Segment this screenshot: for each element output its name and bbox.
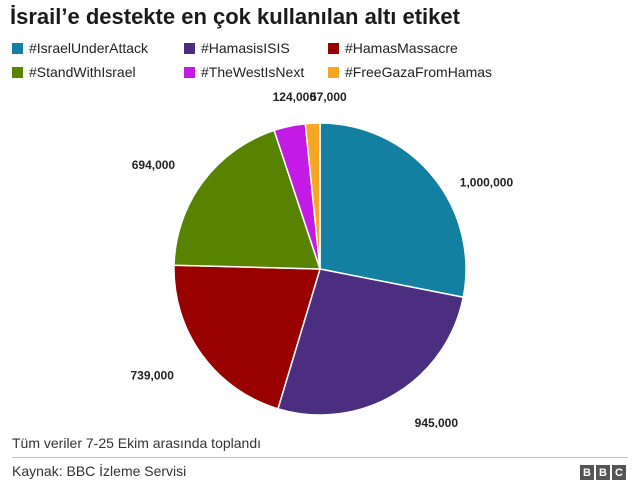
logo-letter: B (596, 465, 610, 480)
slice-hamasmassacre (173, 264, 322, 410)
logo-letter: B (580, 465, 594, 480)
chart-title: İsrail’e destekte en çok kullanılan altı… (10, 4, 460, 29)
slice-israelunderattack (319, 122, 467, 299)
data-label: 124,000 (273, 90, 317, 104)
data-label: 739,000 (130, 368, 174, 382)
divider (12, 457, 628, 458)
bbc-logo: B B C (580, 465, 626, 480)
legend: #IsraelUnderAttack #HamasisISIS #HamasMa… (12, 40, 632, 88)
data-label: 945,000 (415, 416, 459, 428)
data-label: 1,000,000 (460, 175, 514, 189)
legend-item-israelunderattack: #IsraelUnderAttack (12, 40, 148, 56)
slice-standwithisrael (173, 129, 322, 270)
footnote: Tüm veriler 7-25 Ekim arasında toplandı (12, 435, 261, 451)
legend-label: #IsraelUnderAttack (29, 40, 149, 56)
logo-letter: C (612, 465, 626, 480)
legend-item-standwithisrael: #StandWithIsrael (12, 64, 136, 80)
legend-item-hamasisisis: #HamasisISIS (184, 40, 290, 56)
legend-item-thewestisnext: #TheWestIsNext (184, 64, 304, 80)
legend-item-hamasmassacre: #HamasMassacre (328, 40, 458, 56)
slice-freegazafromhamas (304, 122, 321, 270)
legend-swatch (328, 42, 339, 54)
legend-swatch (184, 42, 195, 54)
legend-swatch (328, 66, 339, 78)
legend-label: #HamasMassacre (345, 40, 458, 56)
data-label: 694,000 (132, 158, 176, 172)
legend-label: #StandWithIsrael (29, 64, 136, 80)
pie-chart: 1,000,000 945,000 739,000 694,000 124,00057,… (130, 90, 514, 428)
data-label: 57,000 (310, 90, 347, 104)
legend-item-freegazafromhamas: #FreeGazaFromHamas (328, 64, 492, 80)
legend-label: #HamasisISIS (201, 40, 290, 56)
legend-swatch (12, 42, 23, 54)
legend-label: #TheWestIsNext (201, 64, 305, 80)
legend-label: #FreeGazaFromHamas (345, 64, 493, 80)
legend-swatch (184, 66, 195, 78)
slice-hamasisisis (277, 268, 465, 416)
legend-swatch (12, 66, 23, 78)
source-text: Kaynak: BBC İzleme Servisi (12, 463, 187, 479)
